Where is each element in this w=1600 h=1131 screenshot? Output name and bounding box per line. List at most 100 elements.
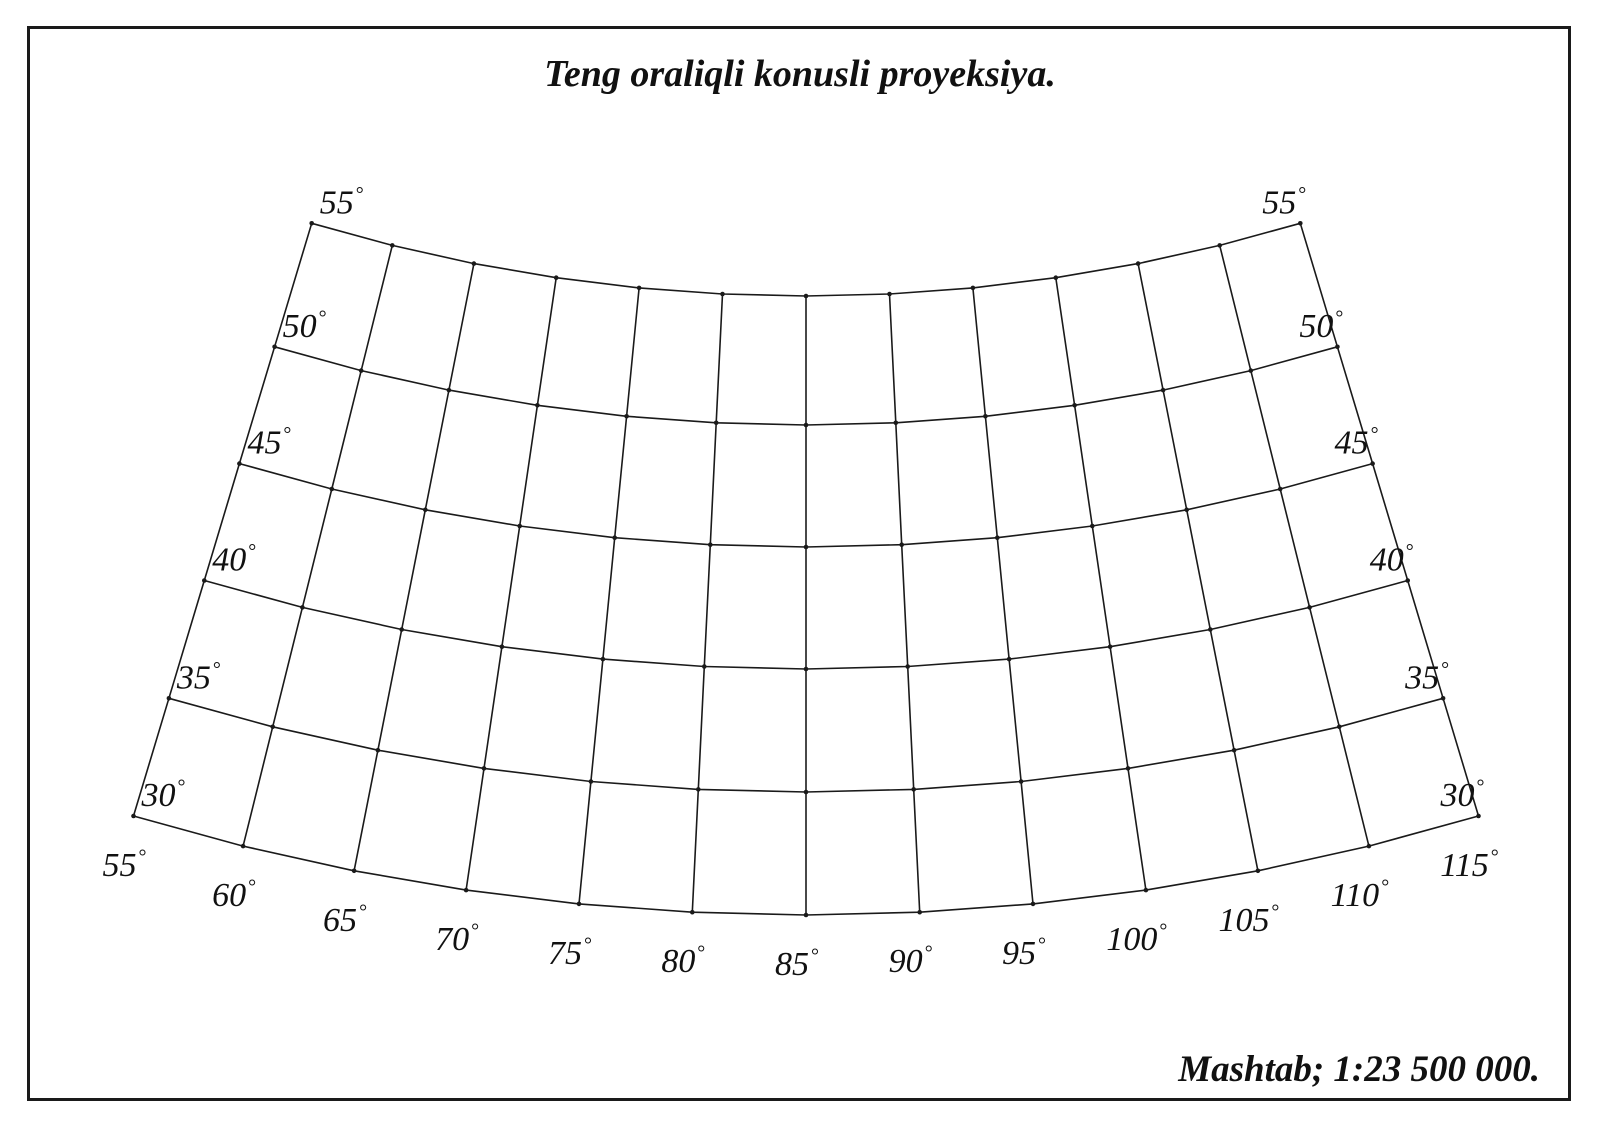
node <box>351 868 357 874</box>
node <box>1476 813 1481 819</box>
degree-symbol: ° <box>1491 846 1499 868</box>
node <box>535 403 540 408</box>
meridian-105 <box>1137 263 1259 871</box>
lat-label-right-55: 55 <box>320 184 354 221</box>
node <box>1030 901 1036 907</box>
node <box>1337 724 1342 730</box>
lat-label-left-35: 35 <box>1404 659 1439 696</box>
node <box>1405 578 1410 583</box>
degree-symbol: ° <box>1477 776 1485 798</box>
node <box>309 221 315 226</box>
node <box>911 787 916 792</box>
meridian-115 <box>1299 223 1480 817</box>
node <box>1255 868 1261 874</box>
node <box>917 909 922 915</box>
degree-symbol: ° <box>248 541 256 563</box>
node <box>1090 523 1095 529</box>
node <box>803 666 809 672</box>
lon-label-75: 75 <box>548 935 582 972</box>
lon-label-85: 85 <box>775 946 809 983</box>
degree-symbol: ° <box>178 776 186 798</box>
degree-symbol: ° <box>213 658 221 680</box>
node <box>983 414 988 419</box>
node <box>1307 605 1312 610</box>
degree-symbol: ° <box>359 901 367 923</box>
node <box>636 285 642 291</box>
lat-label-left-45: 45 <box>1335 425 1369 462</box>
node <box>375 747 381 753</box>
degree-symbol: ° <box>1381 876 1389 898</box>
node <box>1018 779 1024 784</box>
degree-symbol: ° <box>1159 920 1167 942</box>
meridian-95 <box>972 287 1034 904</box>
node <box>1440 696 1446 701</box>
lon-label-115: 115 <box>1440 847 1488 884</box>
meridian-80 <box>691 293 724 913</box>
node <box>887 291 892 297</box>
node <box>1053 275 1059 281</box>
node <box>1217 243 1222 248</box>
lon-label-95: 95 <box>1002 935 1036 972</box>
lat-label-left-50: 50 <box>1299 308 1333 345</box>
meridian-90 <box>888 293 921 913</box>
map-title: Teng oraliqli konusli proyeksiya. <box>544 53 1056 95</box>
lon-label-60: 60 <box>212 877 246 914</box>
degree-symbol: ° <box>1441 658 1449 680</box>
degree-symbol: ° <box>283 424 291 446</box>
node <box>1335 344 1340 350</box>
lon-label-55: 55 <box>102 847 136 884</box>
node <box>803 293 809 299</box>
degree-symbol: ° <box>356 183 364 205</box>
scale-label: Mashtab; 1:23 500 000. <box>1178 1049 1540 1090</box>
degree-symbol: ° <box>248 876 256 898</box>
node <box>803 544 809 550</box>
meridian-70 <box>465 277 557 891</box>
degree-symbol: ° <box>925 942 933 964</box>
node <box>423 507 428 513</box>
degree-symbol: ° <box>1271 901 1279 923</box>
lon-label-80: 80 <box>661 943 695 980</box>
lat-label-right-30: 30 <box>140 777 175 814</box>
lat-label-left-30: 30 <box>1440 777 1475 814</box>
node <box>131 813 136 819</box>
node <box>1208 627 1213 632</box>
lon-label-65: 65 <box>323 902 357 939</box>
map-frame <box>27 26 1571 1101</box>
node <box>481 766 487 771</box>
node <box>1143 887 1149 893</box>
degree-symbol: ° <box>139 846 147 868</box>
node <box>893 420 899 426</box>
node <box>970 285 976 291</box>
degree-symbol: ° <box>1371 424 1379 446</box>
node <box>553 275 559 281</box>
node <box>1135 261 1141 266</box>
degree-symbol: ° <box>319 307 327 329</box>
node <box>446 387 452 393</box>
node <box>463 887 469 893</box>
lon-label-90: 90 <box>889 943 923 980</box>
node <box>702 664 707 669</box>
degree-symbol: ° <box>584 934 592 956</box>
node <box>471 261 477 266</box>
lat-label-right-35: 35 <box>176 659 211 696</box>
node <box>720 291 725 297</box>
degree-symbol: ° <box>697 942 705 964</box>
node <box>300 605 305 610</box>
node <box>1160 387 1166 393</box>
node <box>803 422 809 428</box>
node <box>690 909 695 915</box>
node <box>270 724 276 730</box>
lon-label-100: 100 <box>1106 921 1157 958</box>
node <box>499 644 505 649</box>
lat-label-left-55: 55 <box>1262 184 1296 221</box>
node <box>1072 403 1077 408</box>
node <box>1107 644 1113 649</box>
node <box>576 901 582 907</box>
node <box>1231 747 1237 753</box>
degree-symbol: ° <box>1335 307 1343 329</box>
degree-symbol: ° <box>1406 541 1414 563</box>
meridian-75 <box>578 287 640 904</box>
node <box>358 368 364 373</box>
meridian-60 <box>242 245 394 847</box>
